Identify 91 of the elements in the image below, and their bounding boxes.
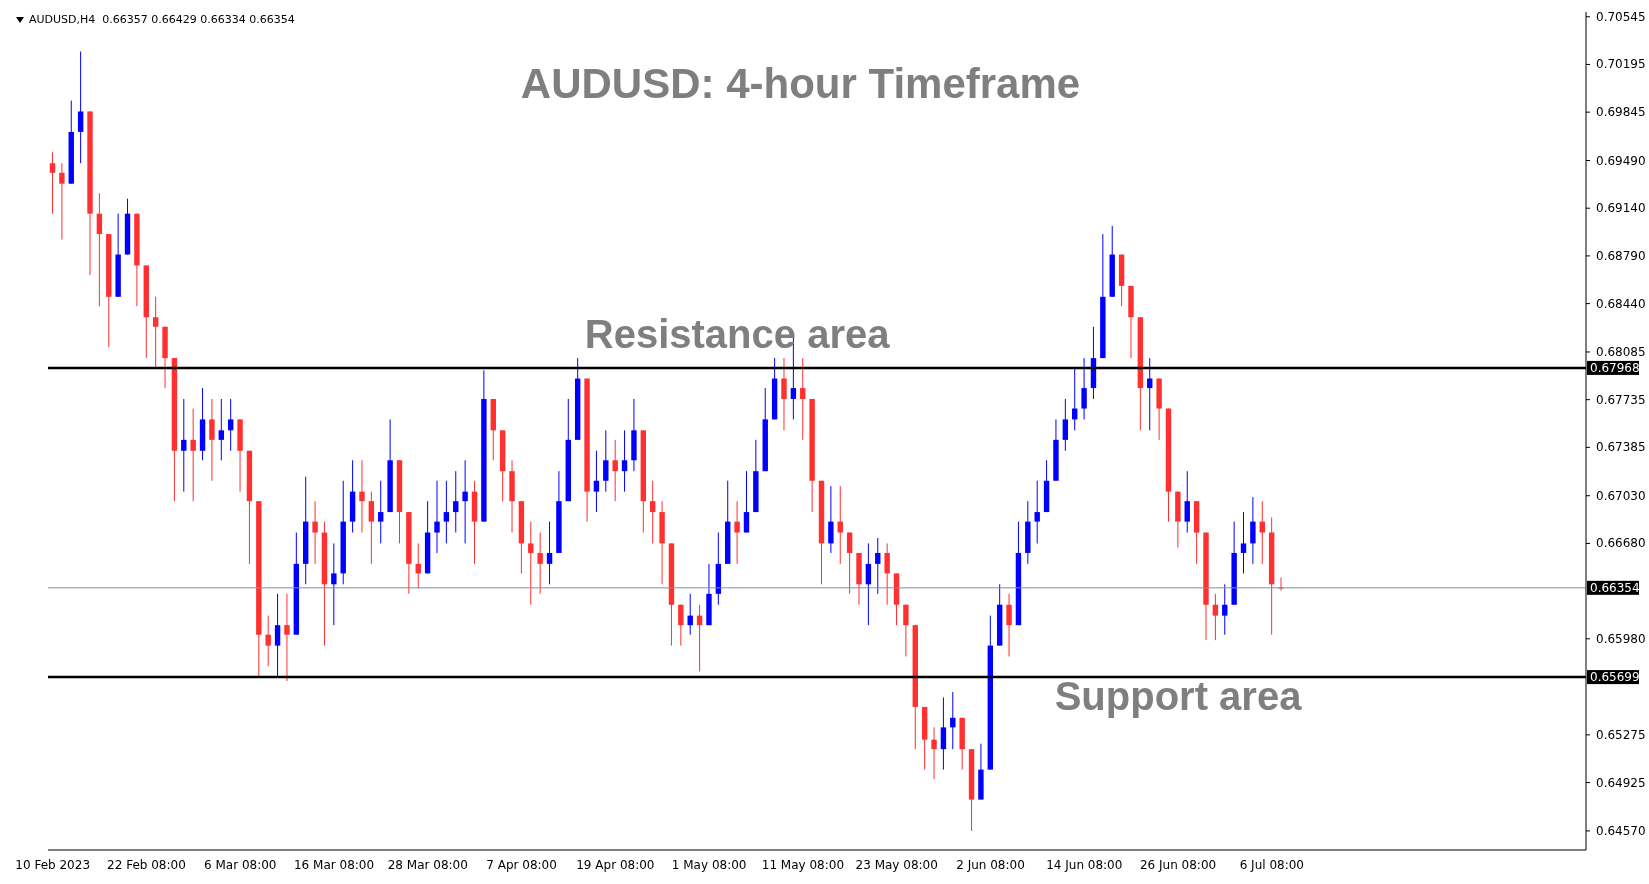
candlestick	[528, 521, 534, 606]
candlestick	[734, 500, 740, 565]
y-tick-label: 0.68440	[1596, 296, 1646, 311]
candlestick	[152, 296, 159, 369]
candlestick	[284, 593, 290, 682]
candlestick	[1184, 470, 1190, 534]
candlestick	[227, 398, 234, 452]
y-tick-label: 0.68790	[1596, 248, 1646, 263]
ref-line-label: 0.66354	[1590, 580, 1640, 595]
x-tick-label: 16 Mar 08:00	[293, 858, 375, 872]
y-tick-label: 0.69140	[1596, 201, 1646, 216]
candlestick	[462, 459, 468, 544]
x-tick-label: 28 Mar 08:00	[387, 858, 468, 872]
x-tick-label: 26 Jun 08:00	[1139, 858, 1217, 872]
candlestick	[1250, 496, 1256, 565]
candlestick	[828, 485, 834, 554]
annotation: Support area	[1054, 673, 1303, 718]
candlestick	[1062, 398, 1069, 452]
x-tick-label: 22 Feb 08:00	[107, 858, 186, 872]
candlestick	[49, 151, 56, 215]
candlestick	[96, 192, 103, 307]
candlestick	[903, 604, 909, 658]
x-tick-label: 19 Apr 08:00	[576, 858, 655, 872]
candlestick	[800, 357, 806, 441]
text: AUDUSD: 4-hour Timeframe	[519, 60, 1082, 108]
candlestick	[265, 615, 271, 667]
candlestick	[274, 593, 281, 678]
candlestick	[612, 439, 618, 502]
candlestick	[537, 532, 543, 595]
candlestick	[443, 480, 450, 544]
candlestick	[781, 357, 787, 431]
candlestick	[378, 480, 384, 544]
candlestick	[875, 537, 881, 595]
candlestick	[931, 726, 937, 780]
y-tick-label: 0.67030	[1596, 488, 1646, 503]
candlestick	[218, 398, 225, 461]
x-tick-label: 11 May 08:00	[761, 858, 845, 872]
candlestick	[603, 429, 609, 493]
x-tick-label: 6 Jul 08:00	[1239, 858, 1304, 872]
x-tick-label: 6 Mar 08:00	[204, 858, 277, 872]
x-tick-label: 1 May 08:00	[671, 858, 747, 872]
candlestick	[368, 491, 375, 565]
candlestick	[59, 162, 65, 241]
x-tick-label: 10 Feb 2023	[15, 858, 91, 872]
y-tick-label: 0.69490	[1596, 153, 1646, 168]
candlestick	[1006, 593, 1012, 658]
candlestick	[453, 470, 459, 534]
candlestick	[621, 429, 628, 493]
candlestick	[846, 532, 853, 595]
candlestick	[181, 398, 187, 493]
candlestick	[865, 542, 872, 626]
x-tick-label: 2 Jun 08:00	[956, 858, 1025, 872]
candlestick	[650, 480, 656, 544]
candlestick	[434, 480, 440, 554]
x-tick-label: 7 Apr 08:00	[486, 858, 557, 872]
y-tick-label: 0.70195	[1596, 57, 1646, 72]
candlestick	[1081, 357, 1087, 420]
y-tick-label: 0.68085	[1596, 344, 1646, 359]
annotation: AUDUSD,H4 0.66357 0.66429 0.66334 0.66354	[29, 13, 295, 26]
candlestick	[359, 459, 365, 534]
candlestick	[1034, 480, 1040, 544]
y-tick-label: 0.67385	[1596, 440, 1646, 455]
candlestick	[77, 51, 84, 164]
candlestick	[837, 485, 843, 565]
candlestick	[312, 500, 318, 565]
y-tick-label: 0.66680	[1596, 536, 1646, 551]
candlestick	[678, 604, 684, 647]
y-tick-label: 0.65980	[1596, 631, 1646, 646]
x-tick-label: 14 Jun 08:00	[1046, 858, 1123, 872]
candlestick	[593, 450, 600, 513]
candlestick	[331, 542, 337, 626]
y-tick-label: 0.67735	[1596, 392, 1646, 407]
y-tick-label: 0.64570	[1596, 823, 1646, 838]
y-tick-label: 0.65275	[1596, 727, 1646, 742]
candlestick	[743, 470, 750, 534]
candlestick	[884, 542, 890, 606]
y-tick-label: 0.70545	[1596, 9, 1646, 24]
annotation: Resistance area	[584, 312, 891, 357]
candlestick	[546, 521, 553, 585]
ref-line-label: 0.65699	[1590, 670, 1640, 685]
x-tick-label: 23 May 08:00	[855, 858, 938, 872]
candlestick	[1212, 593, 1219, 641]
candlestick	[940, 696, 947, 771]
candlestick	[1259, 500, 1265, 565]
ref-line-label: 0.67968	[1590, 360, 1640, 375]
candlestick	[209, 398, 215, 482]
y-tick-label: 0.64925	[1596, 775, 1646, 790]
candlestick	[190, 408, 196, 502]
y-tick-label: 0.69845	[1596, 105, 1646, 120]
candlestick	[1222, 583, 1228, 636]
candlestick	[1240, 511, 1247, 574]
